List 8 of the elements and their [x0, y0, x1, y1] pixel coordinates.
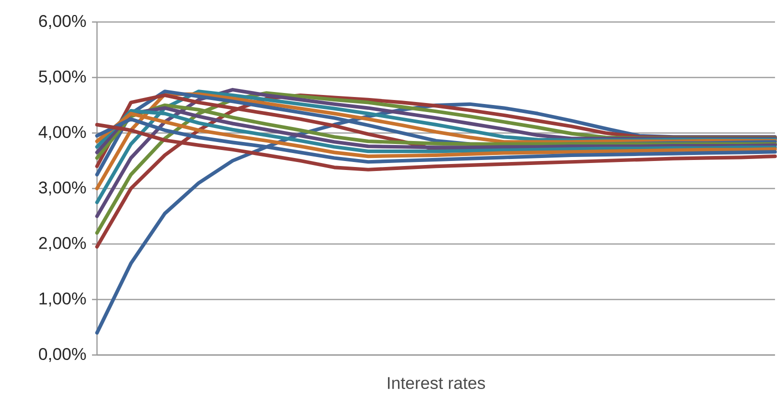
y-tick-label: 4,00%: [38, 126, 86, 140]
y-tick-label: 6,00%: [39, 14, 86, 30]
y-tick-label: 1,00%: [40, 292, 86, 307]
y-tick-label: 0,00%: [38, 348, 86, 362]
y-tick-label: 2,00%: [39, 236, 86, 252]
x-axis-title: Interest rates: [388, 377, 485, 390]
y-tick-label: 3,00%: [38, 181, 86, 196]
y-tick-label: 5,00%: [38, 70, 86, 85]
